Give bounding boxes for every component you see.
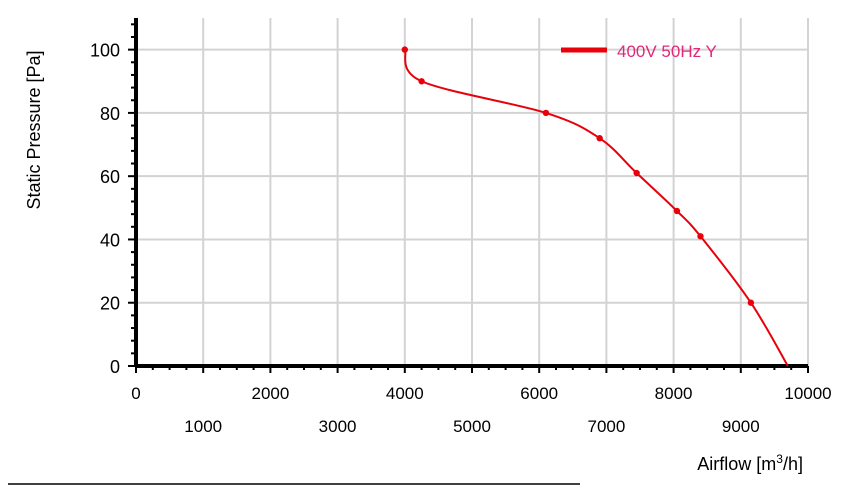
x-tick-labels: 0 2000 4000 6000 8000 10000 1000 3000 5000 7000 90… xyxy=(131,384,831,436)
x-tick-label: 6000 xyxy=(520,384,558,403)
x-tick-label: 2000 xyxy=(251,384,289,403)
x-tick-label: 9000 xyxy=(722,417,760,436)
data-point xyxy=(747,299,755,306)
data-point xyxy=(418,78,425,85)
data-point xyxy=(596,135,603,142)
y-axis-label: Static Pressure [Pa] xyxy=(24,50,44,209)
x-tick-label: 4000 xyxy=(386,384,424,403)
x-tick-label: 8000 xyxy=(655,384,693,403)
y-tick-label: 100 xyxy=(90,41,120,61)
y-tick-label: 20 xyxy=(100,294,120,314)
y-tick-label: 80 xyxy=(100,104,120,124)
x-tick-label: 7000 xyxy=(587,417,625,436)
y-tick-labels: 0 20 40 60 80 100 xyxy=(90,41,120,377)
axes xyxy=(128,18,809,373)
series-layer xyxy=(401,46,789,367)
x-tick-label: 5000 xyxy=(453,417,491,436)
grid xyxy=(136,18,809,366)
x-tick-label: 3000 xyxy=(319,417,357,436)
y-tick-label: 40 xyxy=(100,230,120,250)
data-point xyxy=(697,233,704,240)
x-tick-label: 0 xyxy=(131,384,140,403)
y-tick-label: 60 xyxy=(100,167,120,187)
data-point xyxy=(401,46,408,53)
data-point xyxy=(673,207,681,215)
x-tick-label: 1000 xyxy=(184,417,222,436)
data-point xyxy=(633,169,640,177)
x-tick-label: 10000 xyxy=(784,384,831,403)
legend-label: 400V 50Hz Y xyxy=(617,42,717,61)
y-tick-label: 0 xyxy=(110,357,120,377)
x-axis-label: Airflow [m3/h] xyxy=(697,452,803,474)
series-line xyxy=(403,49,789,367)
legend: 400V 50Hz Y xyxy=(561,42,717,61)
data-point xyxy=(542,109,550,117)
